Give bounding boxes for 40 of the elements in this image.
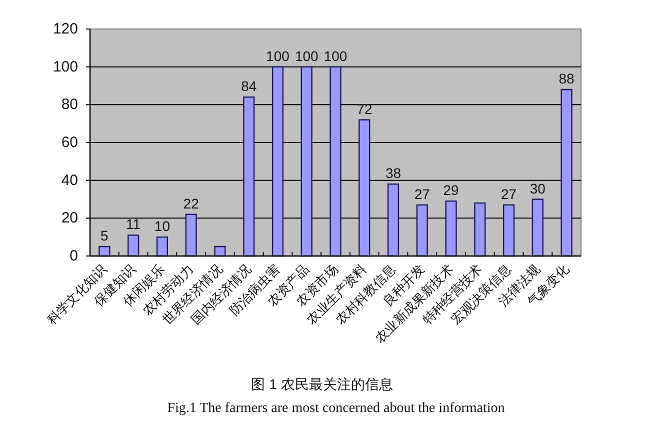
bar: [532, 198, 544, 257]
bar: [474, 202, 486, 257]
y-tick-label: 120: [52, 20, 78, 38]
y-tick-label: 80: [61, 96, 78, 114]
data-label: 29: [443, 182, 460, 198]
data-label: 88: [558, 70, 575, 87]
bar: [358, 119, 370, 257]
y-tick-label: 0: [70, 248, 78, 264]
bar: [502, 204, 515, 257]
bar: [560, 88, 572, 257]
bar: [387, 184, 400, 257]
data-label: 100: [324, 48, 348, 64]
y-tick-label: 60: [61, 134, 78, 151]
y-tick-label: 20: [61, 210, 78, 227]
caption: Fig.1 The farmers are most concerned about the information: [167, 401, 505, 416]
data-label: 72: [356, 100, 372, 117]
data-label: 27: [414, 186, 430, 202]
bar: [243, 96, 255, 257]
bar: [416, 204, 428, 257]
bar: [445, 200, 457, 257]
data-label: 11: [126, 216, 141, 232]
bar: [300, 66, 312, 257]
bar: [214, 246, 226, 257]
y-tick-label: 100: [52, 58, 78, 76]
bar: [185, 214, 197, 257]
bar: [330, 66, 342, 257]
data-label: 27: [501, 186, 517, 202]
data-label: 38: [385, 165, 402, 182]
data-label: 100: [294, 48, 319, 64]
bar: [156, 236, 168, 257]
data-label: 10: [154, 218, 170, 234]
data-label: 22: [183, 195, 200, 212]
caption: 图 1 农民最关注的信息: [251, 376, 393, 392]
data-label: 84: [241, 78, 257, 94]
data-label: 30: [530, 180, 546, 196]
data-label: 100: [266, 48, 290, 64]
bar: [128, 234, 140, 257]
y-tick-label: 40: [61, 172, 78, 189]
bar: [272, 66, 284, 257]
data-label: 5: [100, 228, 109, 244]
